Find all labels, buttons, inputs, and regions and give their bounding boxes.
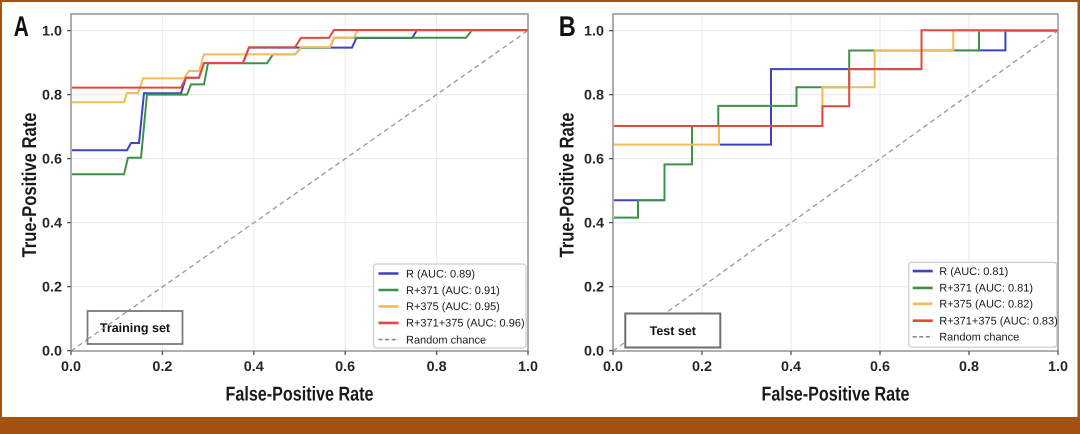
- svg-text:0.8: 0.8: [959, 358, 979, 374]
- svg-text:B: B: [559, 11, 576, 43]
- svg-text:1.0: 1.0: [1048, 358, 1068, 374]
- svg-text:R+371 (AUC: 0.81): R+371 (AUC: 0.81): [939, 283, 1033, 295]
- svg-text:0.0: 0.0: [584, 343, 604, 359]
- svg-text:Training set: Training set: [100, 321, 171, 335]
- svg-text:0.0: 0.0: [603, 358, 623, 374]
- svg-text:0.8: 0.8: [584, 87, 604, 103]
- svg-text:0.4: 0.4: [244, 358, 264, 374]
- svg-text:0.6: 0.6: [335, 358, 355, 374]
- svg-text:1.0: 1.0: [518, 358, 538, 374]
- svg-text:R (AUC: 0.81): R (AUC: 0.81): [939, 266, 1008, 278]
- svg-text:0.6: 0.6: [870, 358, 890, 374]
- svg-text:1.0: 1.0: [42, 23, 62, 39]
- svg-text:False-Positive Rate: False-Positive Rate: [226, 384, 374, 406]
- svg-text:0.8: 0.8: [42, 87, 62, 103]
- svg-text:0.4: 0.4: [42, 215, 62, 231]
- svg-text:0.4: 0.4: [781, 358, 801, 374]
- svg-text:Test set: Test set: [650, 324, 697, 338]
- svg-text:Random chance: Random chance: [406, 334, 486, 346]
- svg-text:R (AUC: 0.89): R (AUC: 0.89): [406, 268, 475, 280]
- svg-text:R+375 (AUC: 0.95): R+375 (AUC: 0.95): [406, 301, 500, 313]
- svg-text:True-Positive Rate: True-Positive Rate: [19, 113, 41, 258]
- svg-text:True-Positive Rate: True-Positive Rate: [557, 113, 579, 258]
- svg-text:0.0: 0.0: [42, 343, 62, 359]
- svg-text:R+371 (AUC: 0.91): R+371 (AUC: 0.91): [406, 285, 500, 297]
- svg-text:0.4: 0.4: [584, 215, 604, 231]
- svg-text:A: A: [14, 11, 29, 43]
- svg-text:0.2: 0.2: [42, 279, 62, 295]
- svg-text:R+375 (AUC: 0.82): R+375 (AUC: 0.82): [939, 299, 1033, 311]
- svg-text:0.2: 0.2: [692, 358, 712, 374]
- svg-text:0.2: 0.2: [152, 358, 172, 374]
- svg-text:Random chance: Random chance: [939, 332, 1019, 344]
- svg-text:False-Positive Rate: False-Positive Rate: [762, 384, 910, 406]
- svg-text:0.0: 0.0: [61, 358, 81, 374]
- svg-text:R+371+375 (AUC: 0.83): R+371+375 (AUC: 0.83): [939, 316, 1058, 328]
- svg-text:R+371+375 (AUC: 0.96): R+371+375 (AUC: 0.96): [406, 318, 525, 330]
- svg-text:0.2: 0.2: [584, 279, 604, 295]
- svg-text:0.6: 0.6: [584, 151, 604, 167]
- svg-text:1.0: 1.0: [584, 23, 604, 39]
- svg-text:0.6: 0.6: [42, 151, 62, 167]
- svg-text:0.8: 0.8: [427, 358, 447, 374]
